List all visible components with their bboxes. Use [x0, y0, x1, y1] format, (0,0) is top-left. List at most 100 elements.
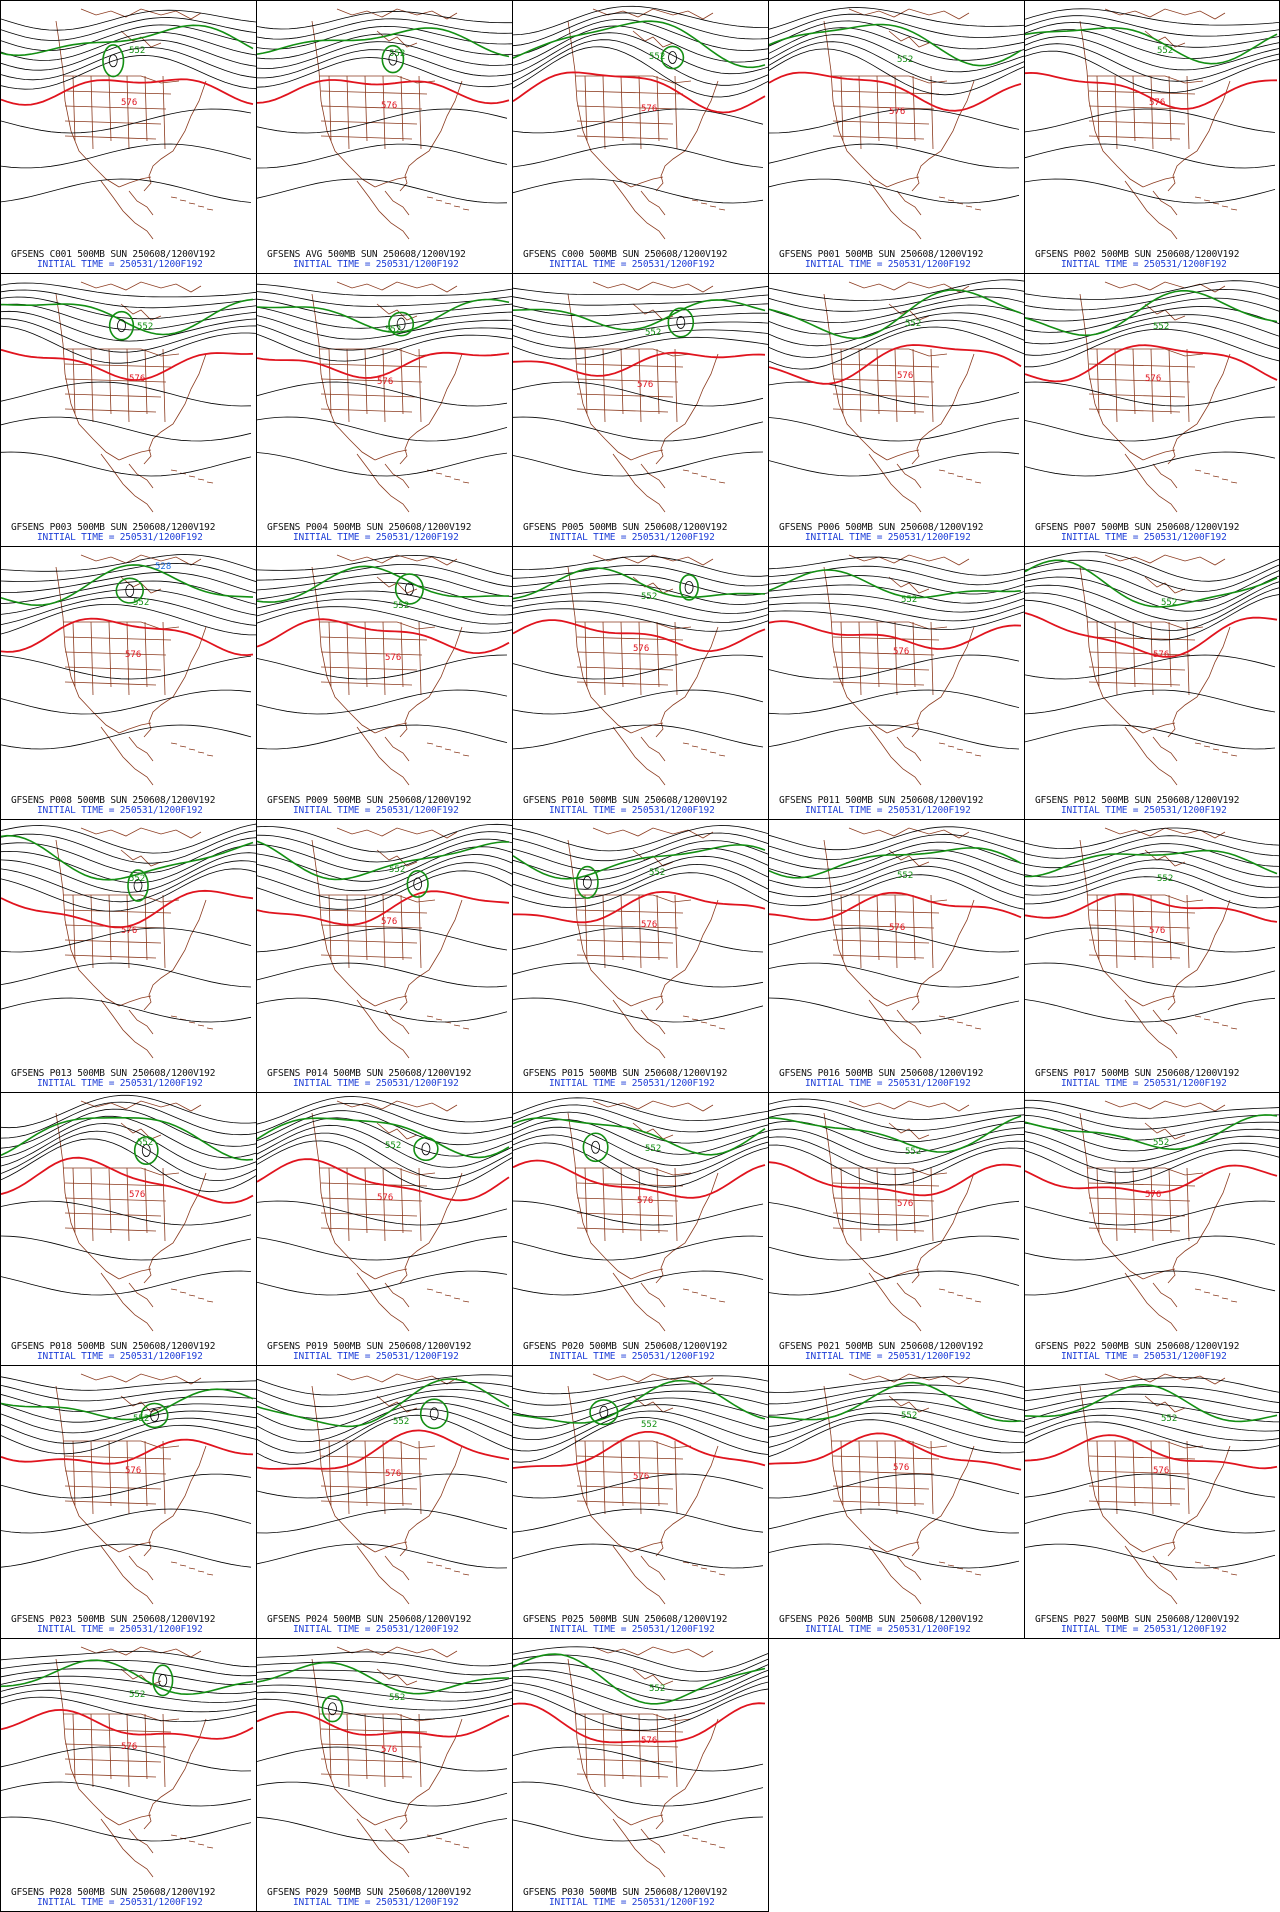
height-contour: [1025, 1407, 1279, 1432]
state-line: [64, 1758, 162, 1763]
height-contour: [1025, 416, 1276, 442]
height-contour: [513, 654, 764, 680]
height-contour: [1025, 1099, 1279, 1119]
state-line: [832, 1227, 925, 1232]
ensemble-panel: 576 552 GFSENS P003 500MB SUN 250608/1200V…: [0, 273, 257, 547]
island-outline: [1203, 1564, 1211, 1567]
state-line: [1088, 1212, 1186, 1217]
closed-low-contour: [421, 1142, 431, 1156]
state-line: [346, 1713, 350, 1788]
height-contour: [513, 5, 768, 36]
state-line: [320, 408, 413, 413]
state-line: [320, 954, 413, 959]
contour-label-552: 552: [389, 1693, 405, 1703]
height-map: 576 552: [769, 1373, 1024, 1605]
east-coastline: [911, 80, 975, 192]
island-outline: [1203, 1291, 1211, 1294]
height-contour: [1, 1543, 252, 1568]
arctic-coastline: [848, 1373, 970, 1385]
border-line: [319, 894, 436, 903]
mexico-coastline: [612, 180, 666, 240]
height-contour: [1, 178, 252, 203]
island-outline: [453, 1297, 461, 1300]
island-outline: [1230, 754, 1238, 757]
contour-576: [513, 619, 766, 653]
contour-label-576: 576: [637, 380, 653, 390]
panel-init-caption: INITIAL TIME = 250531/1200F192: [293, 1897, 459, 1908]
mexico-coastline: [128, 736, 154, 762]
state-line: [72, 621, 76, 688]
state-line: [64, 90, 172, 95]
state-line: [832, 1197, 935, 1202]
height-contour: [1025, 8, 1279, 26]
panel-init-caption: INITIAL TIME = 250531/1200F192: [37, 1078, 203, 1089]
height-contour: [513, 1111, 768, 1144]
height-contour: [769, 1376, 1024, 1393]
contour-layer: [769, 1098, 1024, 1296]
height-contour: [513, 997, 764, 1023]
height-contour: [513, 312, 768, 328]
border-line: [831, 75, 948, 84]
border-line: [1087, 1440, 1204, 1449]
height-map: 576 552: [769, 1098, 1024, 1332]
ensemble-panel: 576 552 GFSENS P010 500MB SUN 250608/1200V…: [512, 546, 769, 820]
height-contour: [257, 306, 512, 329]
height-map: 576 552: [257, 554, 512, 786]
state-line: [832, 666, 930, 671]
west-coastline: [55, 1112, 120, 1280]
height-contour: [1, 1689, 256, 1713]
panel-init-caption: INITIAL TIME = 250531/1200F192: [1061, 805, 1227, 816]
panel-model-caption: GFSENS AVG 500MB SUN 250608/1200V192: [267, 249, 466, 260]
state-line: [162, 1713, 166, 1788]
contour-layer: [513, 1097, 768, 1296]
hudson-bay-coastline: [632, 1395, 674, 1413]
panel-init-caption: INITIAL TIME = 250531/1200F192: [37, 532, 203, 543]
height-contour: [1, 1650, 256, 1668]
ensemble-panel: 576 552 GFSENS P011 500MB SUN 250608/1200V…: [768, 546, 1025, 820]
height-contour: [1, 596, 256, 626]
mexico-coastline: [100, 180, 154, 240]
height-contour: [1, 655, 252, 680]
border-line: [1087, 1167, 1204, 1176]
coastline-layer: [823, 1373, 982, 1605]
state-line: [1088, 408, 1181, 413]
state-line: [832, 1212, 930, 1217]
contour-576: [513, 1159, 766, 1199]
height-contour: [257, 689, 508, 715]
height-contour: [1, 416, 252, 442]
height-contour: [1025, 581, 1279, 622]
state-line: [638, 1440, 642, 1515]
contour-552: [1, 834, 254, 881]
contour-576: [1025, 71, 1278, 110]
west-coastline: [567, 293, 632, 461]
height-contour: [1, 689, 252, 715]
state-line: [840, 894, 844, 961]
east-coastline: [1167, 1172, 1231, 1284]
island-outline: [947, 199, 955, 202]
gulf-coastline: [1142, 1268, 1176, 1280]
hudson-bay-coastline: [888, 1122, 930, 1140]
height-contour: [1025, 851, 1279, 878]
state-line: [1096, 75, 1100, 142]
coastline-layer: [567, 554, 726, 786]
contour-label-576: 576: [129, 1190, 145, 1200]
hudson-bay-coastline: [632, 849, 674, 867]
east-coastline: [143, 1445, 207, 1557]
ensemble-panel: 576 552 528 GFSENS P008 500MB SUN 250608/12…: [0, 546, 257, 820]
state-line: [162, 621, 166, 696]
closed-low-contour: [133, 879, 143, 892]
panel-model-caption: GFSENS P003 500MB SUN 250608/1200V192: [11, 522, 216, 533]
height-contour: [513, 416, 764, 442]
contour-label-576: 576: [1145, 1190, 1161, 1200]
mexico-coastline: [356, 180, 410, 240]
state-line: [382, 894, 386, 969]
height-contour: [257, 333, 512, 362]
mexico-coastline: [100, 1272, 154, 1332]
contour-552: [769, 23, 1022, 67]
mexico-coastline: [384, 1282, 410, 1308]
east-coastline: [655, 626, 719, 738]
island-outline: [718, 754, 726, 757]
contour-552: [1025, 1114, 1278, 1151]
height-contour: [513, 855, 768, 890]
island-outline: [1212, 1021, 1220, 1024]
